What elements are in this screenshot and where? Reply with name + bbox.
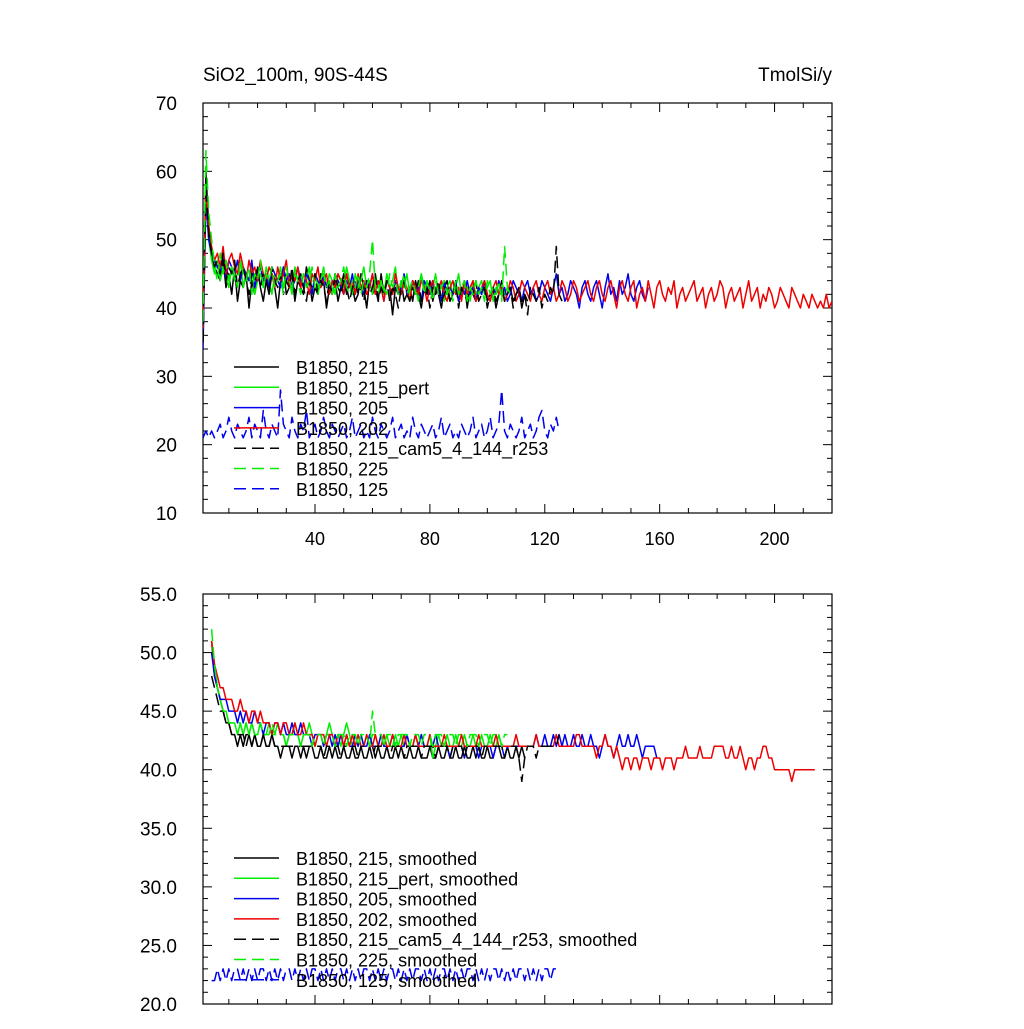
top-legend-label: B1850, 215_pert: [296, 378, 429, 399]
bottom-legend-label: B1850, 202, smoothed: [296, 910, 477, 930]
bottom-plot-frame: [202, 593, 833, 1005]
top-legend-label: B1850, 215_cam5_4_144_r253: [296, 439, 548, 460]
bottom-series-group: [210, 629, 815, 982]
top-series-line-3: [203, 191, 832, 329]
bottom-legend-label: B1850, 125, smoothed: [296, 971, 477, 991]
bottom-legend-label: B1850, 225, smoothed: [296, 951, 477, 971]
top-x-tick-label: 120: [530, 529, 560, 549]
top-series-group: [203, 150, 832, 439]
bottom-y-tick-label: 25.0: [140, 936, 177, 957]
chart-title-left: SiO2_100m, 90S-44S: [203, 65, 388, 86]
bottom-legend-label: B1850, 205, smoothed: [296, 890, 477, 910]
top-series-line-0: [203, 170, 529, 343]
top-y-tick-label: 30: [156, 367, 177, 388]
bottom-panel: 20.0 25.0 30.0 35.0 40.0 45.0 50.0 55.0 B1850, 2…: [140, 585, 833, 1016]
top-legend-label: B1850, 225: [296, 460, 388, 480]
top-legend-label: B1850, 125: [296, 480, 388, 500]
top-series-line-6: [203, 389, 560, 439]
bottom-y-tick-label: 35.0: [140, 819, 177, 840]
bottom-y-tick-label: 20.0: [140, 995, 177, 1016]
chart-units-label: TmolSi/y: [758, 65, 832, 86]
top-x-tick-label: 160: [645, 529, 675, 549]
bottom-series-line-6: [211, 968, 560, 982]
bottom-y-tick-label: 30.0: [140, 878, 177, 899]
bottom-legend-label: B1850, 215_pert, smoothed: [296, 869, 518, 890]
top-legend-label: B1850, 205: [296, 399, 388, 419]
bottom-series-line-2: [210, 652, 658, 759]
bottom-legend-label: B1850, 215, smoothed: [296, 849, 477, 869]
top-x-tick-label: 80: [420, 529, 440, 549]
bottom-y-tick-label: 50.0: [140, 644, 177, 665]
top-x-tick-label: 200: [760, 529, 790, 549]
bottom-series-line-4: [210, 675, 560, 783]
top-y-tick-label: 40: [156, 299, 177, 320]
top-y-tick-label: 70: [156, 94, 177, 115]
top-y-tick-label: 60: [156, 162, 177, 183]
top-legend-label: B1850, 215: [296, 358, 388, 378]
bottom-y-tick-label: 45.0: [140, 702, 177, 723]
bottom-legend-label: B1850, 215_cam5_4_144_r253, smoothed: [296, 930, 637, 951]
top-legend-label: B1850, 202: [296, 419, 388, 439]
bottom-series-line-3: [210, 640, 815, 783]
bottom-series-line-5: [210, 629, 508, 748]
top-y-tick-label: 50: [156, 231, 177, 252]
top-series-line-4: [203, 184, 563, 343]
top-y-tick-label: 10: [156, 504, 177, 525]
top-x-tick-label: 40: [305, 529, 325, 549]
top-y-tick-label: 20: [156, 436, 177, 457]
top-series-line-5: [203, 150, 511, 322]
bottom-y-tick-label: 55.0: [140, 585, 177, 606]
bottom-y-tick-label: 40.0: [140, 761, 177, 782]
